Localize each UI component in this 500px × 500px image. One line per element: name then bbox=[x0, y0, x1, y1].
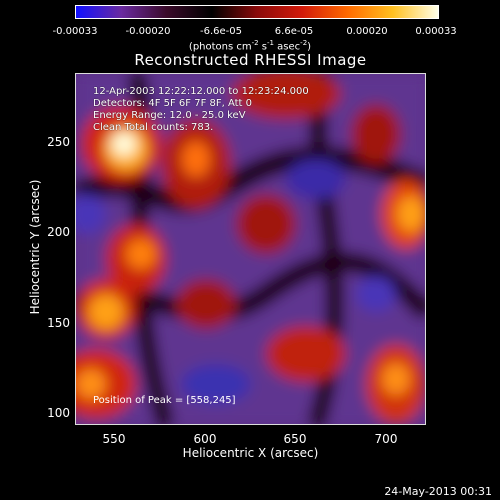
y-tick-label: 200 bbox=[47, 225, 70, 239]
image-title: Reconstructed RHESSI Image bbox=[134, 51, 367, 69]
colorbar-tick: 0.00020 bbox=[346, 26, 388, 37]
x-tick-label: 550 bbox=[102, 432, 126, 446]
colorbar-tick: 6.6e-05 bbox=[274, 26, 314, 37]
x-tick-label: 650 bbox=[283, 432, 307, 446]
y-axis-label: Heliocentric Y (arcsec) bbox=[28, 179, 42, 315]
y-tick-label: 150 bbox=[47, 316, 70, 330]
colorbar-tick: -6.6e-05 bbox=[200, 26, 242, 37]
y-tick-label: 100 bbox=[47, 406, 70, 420]
x-tick-label: 600 bbox=[193, 432, 217, 446]
clean-counts-text: Clean Total counts: 783. bbox=[93, 122, 214, 133]
y-tick-label: 250 bbox=[47, 135, 70, 149]
time-range-text: 12-Apr-2003 12:22:12.000 to 12:23:24.000 bbox=[93, 86, 309, 97]
rhessi-image-heatmap bbox=[76, 74, 425, 424]
colorbar-tick: -0.00033 bbox=[52, 26, 98, 37]
timestamp: 24-May-2013 00:31 bbox=[384, 485, 492, 498]
colorbar-tick: -0.00020 bbox=[125, 26, 171, 37]
colorbar bbox=[75, 5, 439, 19]
colorbar-units: (photons cm-2 s-1 asec-2) bbox=[188, 39, 312, 53]
colorbar-tick: 0.00033 bbox=[415, 26, 457, 37]
energy-range-text: Energy Range: 12.0 - 25.0 keV bbox=[93, 110, 246, 121]
detectors-text: Detectors: 4F 5F 6F 7F 8F, Att 0 bbox=[93, 98, 253, 109]
rhessi-image-plot bbox=[75, 73, 426, 425]
x-axis-label: Heliocentric X (arcsec) bbox=[182, 446, 319, 460]
x-tick-label: 700 bbox=[374, 432, 398, 446]
peak-position-text: Position of Peak = [558,245] bbox=[93, 395, 236, 406]
